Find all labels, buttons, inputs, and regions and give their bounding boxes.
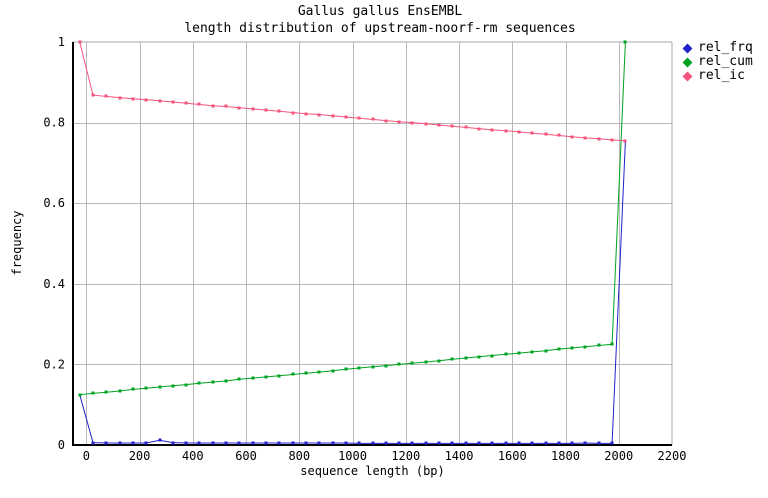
legend-item-rel_frq: rel_frq bbox=[682, 41, 753, 55]
svg-text:1800: 1800 bbox=[551, 449, 580, 463]
rel_frq-marker-icon bbox=[682, 43, 693, 53]
svg-text:200: 200 bbox=[129, 449, 151, 463]
svg-text:1400: 1400 bbox=[445, 449, 474, 463]
legend-label: rel_frq bbox=[698, 40, 753, 55]
svg-text:0.2: 0.2 bbox=[43, 357, 65, 371]
svg-text:0.4: 0.4 bbox=[43, 277, 65, 291]
svg-text:400: 400 bbox=[182, 449, 204, 463]
legend: rel_frq rel_cum rel_ic bbox=[682, 41, 753, 83]
chart-title: Gallus gallus EnsEMBL bbox=[297, 4, 463, 19]
rel_ic-marker-icon bbox=[682, 71, 693, 81]
legend-item-rel_ic: rel_ic bbox=[682, 69, 753, 83]
legend-label: rel_ic bbox=[698, 68, 745, 83]
svg-text:800: 800 bbox=[288, 449, 310, 463]
svg-text:1600: 1600 bbox=[498, 449, 527, 463]
legend-label: rel_cum bbox=[698, 54, 753, 69]
y-axis-label: frequency bbox=[10, 210, 24, 276]
svg-text:1200: 1200 bbox=[391, 449, 420, 463]
svg-text:1000: 1000 bbox=[338, 449, 367, 463]
svg-text:2200: 2200 bbox=[658, 449, 687, 463]
rel_cum-marker-icon bbox=[682, 57, 693, 67]
svg-text:2000: 2000 bbox=[604, 449, 633, 463]
svg-text:0: 0 bbox=[58, 438, 65, 452]
svg-text:1: 1 bbox=[58, 35, 65, 49]
legend-item-rel_cum: rel_cum bbox=[682, 55, 753, 69]
svg-text:0.6: 0.6 bbox=[43, 196, 65, 210]
x-axis-label: sequence length (bp) bbox=[300, 464, 445, 478]
svg-text:0: 0 bbox=[83, 449, 90, 463]
chart-subtitle: length distribution of upstream-noorf-rm… bbox=[184, 21, 576, 36]
svg-text:0.8: 0.8 bbox=[43, 116, 65, 130]
svg-text:600: 600 bbox=[235, 449, 257, 463]
